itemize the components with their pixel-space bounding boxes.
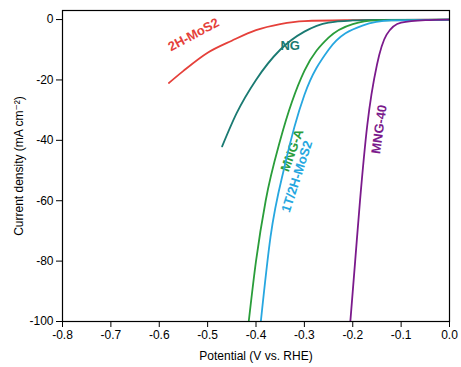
svg-text:-0.6: -0.6 bbox=[149, 328, 170, 342]
svg-text:Potential (V vs. RHE): Potential (V vs. RHE) bbox=[199, 349, 312, 363]
svg-text:-0.4: -0.4 bbox=[246, 328, 267, 342]
svg-text:NG: NG bbox=[280, 38, 300, 53]
svg-text:2H-MoS2: 2H-MoS2 bbox=[165, 15, 221, 54]
svg-text:MNG-40: MNG-40 bbox=[368, 104, 390, 155]
svg-text:1T/2H-MoS2: 1T/2H-MoS2 bbox=[278, 139, 315, 214]
svg-text:-0.5: -0.5 bbox=[197, 328, 218, 342]
svg-text:-0.3: -0.3 bbox=[294, 328, 315, 342]
svg-text:-0.7: -0.7 bbox=[101, 328, 122, 342]
svg-text:-20: -20 bbox=[36, 73, 54, 87]
svg-text:-0.8: -0.8 bbox=[52, 328, 73, 342]
svg-text:-80: -80 bbox=[36, 254, 54, 268]
svg-text:0: 0 bbox=[47, 12, 54, 26]
svg-text:-40: -40 bbox=[36, 133, 54, 147]
svg-text:-0.2: -0.2 bbox=[342, 328, 363, 342]
svg-text:-60: -60 bbox=[36, 194, 54, 208]
svg-text:Current density (mA cm⁻²): Current density (mA cm⁻²) bbox=[12, 96, 26, 236]
svg-text:0.0: 0.0 bbox=[441, 328, 458, 342]
svg-text:-100: -100 bbox=[29, 314, 53, 328]
svg-text:-0.1: -0.1 bbox=[391, 328, 412, 342]
